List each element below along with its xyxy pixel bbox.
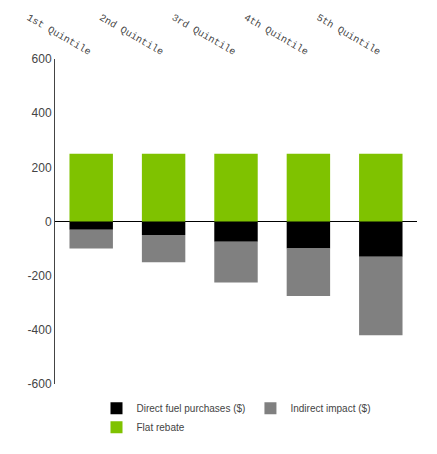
svg-text:200: 200 — [32, 161, 52, 175]
svg-text:2nd Quintile: 2nd Quintile — [97, 12, 165, 58]
svg-text:-400: -400 — [28, 323, 52, 337]
svg-text:Flat rebate: Flat rebate — [137, 422, 185, 433]
svg-text:0: 0 — [45, 215, 52, 229]
svg-text:4th Quintile: 4th Quintile — [242, 12, 310, 58]
svg-text:600: 600 — [32, 52, 52, 66]
svg-text:Indirect impact ($): Indirect impact ($) — [290, 403, 370, 414]
svg-text:1st Quintile: 1st Quintile — [25, 12, 93, 58]
svg-text:5th Quintile: 5th Quintile — [314, 12, 382, 58]
svg-text:Direct fuel purchases ($): Direct fuel purchases ($) — [137, 403, 246, 414]
svg-text:3rd Quintile: 3rd Quintile — [170, 12, 238, 58]
svg-text:-600: -600 — [28, 377, 52, 391]
svg-text:-200: -200 — [28, 269, 52, 283]
svg-text:400: 400 — [32, 106, 52, 120]
